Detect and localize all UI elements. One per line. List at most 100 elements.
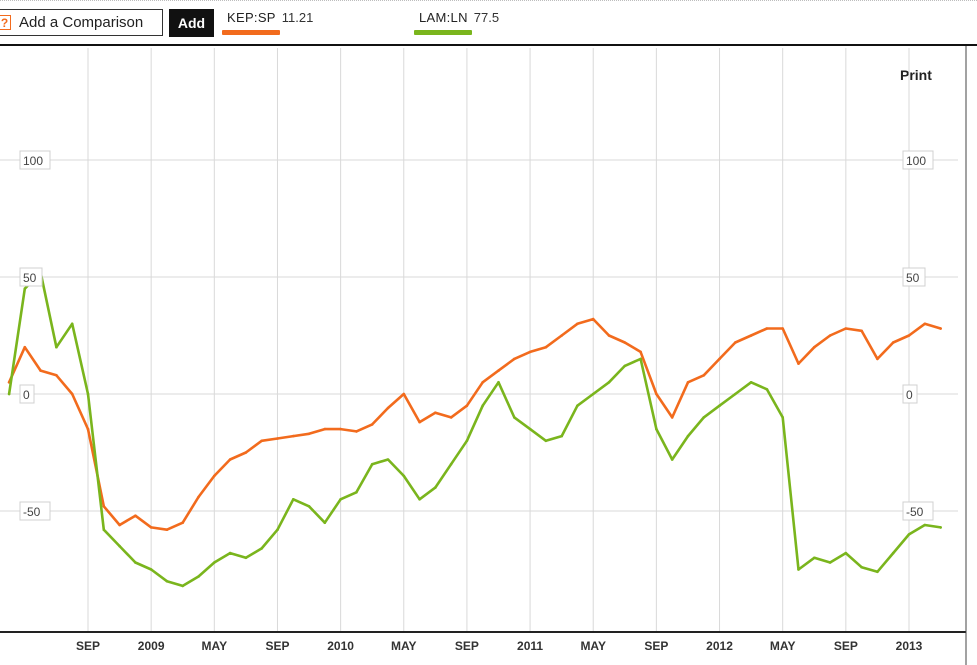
x-tick-label: 2011 bbox=[517, 639, 543, 653]
data-point bbox=[86, 427, 90, 431]
data-point bbox=[23, 345, 27, 349]
data-point bbox=[781, 327, 784, 330]
x-tick-label: SEP bbox=[76, 639, 100, 653]
data-point bbox=[655, 427, 658, 431]
data-point bbox=[134, 514, 137, 517]
help-icon[interactable]: ? bbox=[0, 15, 11, 30]
data-point bbox=[149, 568, 153, 571]
data-point bbox=[481, 404, 485, 408]
data-point bbox=[891, 551, 895, 555]
print-button[interactable]: Print bbox=[900, 67, 932, 83]
data-point bbox=[891, 341, 895, 344]
data-point bbox=[181, 521, 184, 524]
data-point bbox=[165, 579, 169, 583]
data-point bbox=[55, 345, 58, 349]
data-point bbox=[118, 544, 121, 548]
data-point bbox=[402, 474, 406, 478]
data-point bbox=[670, 458, 674, 461]
x-tick-label: 2012 bbox=[706, 639, 733, 653]
data-point bbox=[923, 322, 927, 326]
data-point bbox=[213, 561, 216, 564]
legend-swatch-lam bbox=[414, 30, 472, 35]
data-point bbox=[118, 523, 121, 527]
data-point bbox=[292, 498, 295, 501]
series-line bbox=[7, 271, 942, 588]
data-point bbox=[749, 334, 753, 337]
data-point bbox=[323, 521, 327, 524]
data-point bbox=[513, 357, 516, 361]
compare-input[interactable]: ? Add a Comparison bbox=[0, 9, 163, 36]
x-tick-label: 2013 bbox=[896, 639, 923, 653]
x-tick-label: MAY bbox=[770, 639, 796, 653]
data-point bbox=[734, 341, 737, 344]
x-tick-label: SEP bbox=[455, 639, 479, 653]
data-point bbox=[276, 437, 279, 440]
y-tick-label: -50 bbox=[906, 505, 924, 519]
data-point bbox=[907, 533, 911, 536]
data-point bbox=[339, 498, 342, 501]
compare-input-placeholder: Add a Comparison bbox=[19, 14, 144, 31]
data-point bbox=[576, 322, 579, 326]
data-point bbox=[513, 416, 516, 419]
data-point bbox=[386, 406, 390, 410]
y-tick-label: 50 bbox=[906, 271, 920, 285]
data-point bbox=[655, 392, 658, 396]
data-point bbox=[813, 345, 816, 349]
legend-ticker-kep: KEP:SP bbox=[227, 10, 276, 25]
data-point bbox=[39, 369, 42, 372]
data-point bbox=[702, 374, 706, 377]
y-tick-label: 100 bbox=[23, 154, 43, 168]
legend-ticker-lam: LAM:LN bbox=[419, 10, 468, 25]
data-point bbox=[765, 327, 769, 330]
data-point bbox=[939, 327, 942, 330]
y-tick-label-box bbox=[902, 267, 926, 287]
y-tick-label-box bbox=[19, 267, 43, 287]
data-point bbox=[23, 287, 27, 290]
data-point bbox=[686, 381, 690, 384]
y-tick-label: 0 bbox=[23, 388, 30, 402]
data-point bbox=[86, 392, 90, 396]
y-tick-label-box bbox=[902, 501, 934, 521]
x-tick-label: SEP bbox=[265, 639, 289, 653]
x-tick-label: MAY bbox=[391, 639, 417, 653]
data-point bbox=[639, 357, 642, 361]
data-point bbox=[481, 381, 485, 384]
data-point bbox=[734, 392, 737, 396]
data-point bbox=[497, 369, 500, 372]
data-point bbox=[449, 462, 453, 466]
legend-item-kep[interactable]: KEP:SP 11.21 bbox=[227, 10, 313, 25]
data-point bbox=[686, 434, 690, 438]
data-point bbox=[718, 404, 721, 408]
data-point bbox=[876, 570, 879, 574]
data-point bbox=[813, 556, 816, 560]
data-point bbox=[560, 334, 563, 337]
data-point bbox=[418, 420, 421, 424]
data-point bbox=[70, 322, 74, 326]
data-point bbox=[370, 462, 374, 466]
data-point bbox=[844, 551, 848, 555]
data-point bbox=[828, 334, 832, 337]
add-comparison-button[interactable]: Add bbox=[169, 9, 214, 37]
data-point bbox=[355, 491, 358, 494]
legend-item-lam[interactable]: LAM:LN 77.5 bbox=[419, 10, 499, 25]
data-point bbox=[607, 334, 611, 337]
x-tick-label: MAY bbox=[580, 639, 606, 653]
y-tick-label: 0 bbox=[906, 388, 913, 402]
data-point bbox=[765, 388, 769, 391]
data-point bbox=[339, 427, 342, 431]
chart-area: 100 100 50 50 0 0 -50 -50 SEP 2009 MAY SEP 2010 MAY S… bbox=[0, 46, 977, 665]
line-chart: 100 100 50 50 0 0 -50 -50 SEP 2009 MAY SEP 2010 MAY S… bbox=[0, 46, 967, 665]
data-point bbox=[860, 565, 863, 569]
data-point bbox=[528, 427, 532, 431]
legend-swatch-kep bbox=[222, 30, 280, 35]
data-point bbox=[844, 327, 848, 330]
data-point bbox=[923, 523, 927, 527]
data-point bbox=[307, 432, 311, 436]
data-point bbox=[623, 364, 627, 368]
data-point bbox=[449, 416, 453, 419]
x-tick-label: MAY bbox=[202, 639, 228, 653]
data-point bbox=[260, 547, 264, 550]
data-point bbox=[749, 381, 753, 384]
data-point bbox=[402, 392, 406, 396]
data-point bbox=[102, 528, 106, 531]
